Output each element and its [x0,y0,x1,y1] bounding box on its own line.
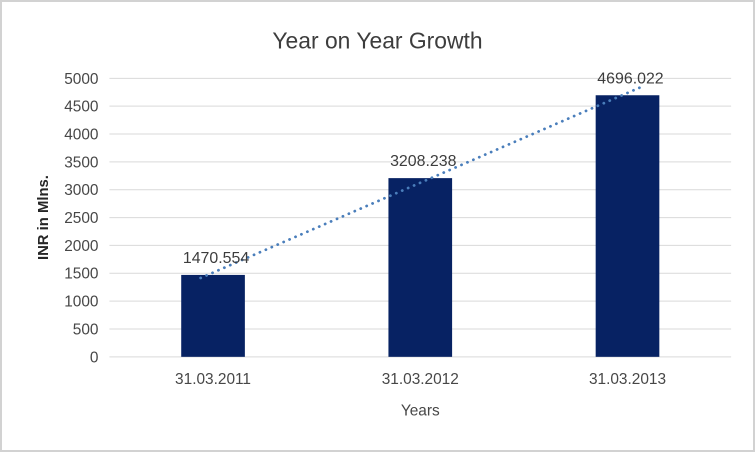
y-tick-label: 3000 [64,182,98,199]
x-tick-label: 31.03.2012 [382,371,459,388]
y-tick-label: 2000 [64,238,98,255]
x-axis-title: Years [401,402,440,419]
y-tick-label: 500 [73,321,99,338]
y-axis-title: INR in Mlns. [36,175,52,260]
y-tick-label: 1500 [64,266,98,283]
y-tick-label: 0 [90,349,99,366]
y-tick-label: 5000 [64,71,98,88]
x-axis-tick-labels: 31.03.2011 31.03.2012 31.03.2013 [175,371,666,388]
bar-series [181,95,660,357]
y-axis-tick-labels: 0 500 1000 1500 2000 2500 3000 3500 4000 4500 5000 [64,71,98,366]
bar [181,274,245,357]
data-label: 3208.238 [390,153,457,170]
x-tick-label: 31.03.2011 [175,371,251,388]
data-label: 4696.022 [597,70,664,87]
x-tick-label: 31.03.2013 [589,371,666,388]
y-tick-label: 2500 [64,210,98,227]
y-tick-label: 1000 [64,294,98,311]
data-labels: 1470.554 3208.238 4696.022 [183,70,664,267]
bar [388,178,453,357]
y-tick-label: 3500 [64,154,98,171]
data-label: 1470.554 [183,250,250,267]
bar [595,95,660,357]
y-tick-label: 4500 [64,99,98,116]
chart-title: Year on Year Growth [272,28,482,54]
y-tick-label: 4000 [64,126,98,143]
